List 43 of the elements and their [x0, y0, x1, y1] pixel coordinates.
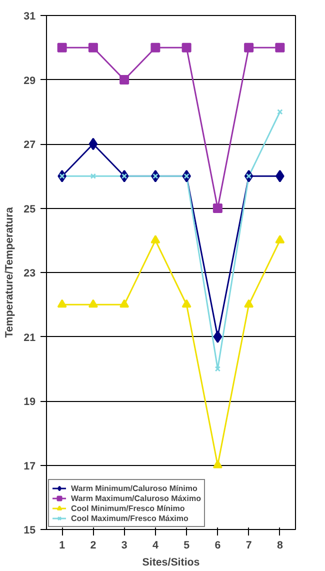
- x-tick-label: 6: [214, 540, 221, 552]
- point: [275, 42, 285, 52]
- point: [88, 138, 98, 150]
- point: [120, 75, 130, 84]
- point: [150, 42, 160, 52]
- y-tick-label: 17: [24, 460, 36, 472]
- point: [120, 299, 130, 308]
- point: [57, 299, 67, 308]
- point: [214, 366, 221, 372]
- point: [57, 42, 67, 52]
- x-tick-label: 5: [184, 540, 190, 552]
- x-tick-label: 7: [246, 540, 252, 552]
- x-tick-label: 4: [152, 540, 158, 552]
- y-axis-title: Temperature/Temperatura: [4, 207, 16, 338]
- point: [88, 299, 98, 308]
- x-tick-label: 3: [121, 540, 128, 552]
- point: [244, 42, 254, 52]
- y-tick-label: 23: [24, 268, 36, 280]
- point: [150, 235, 160, 244]
- point: [182, 42, 192, 52]
- point: [90, 173, 96, 179]
- x-tick-label: 8: [276, 540, 283, 552]
- point: [213, 330, 222, 343]
- x-tick-label: 2: [90, 540, 96, 552]
- point: [88, 42, 98, 52]
- legend-label: Cool Minimum/Fresco Mínimo: [71, 503, 185, 513]
- y-tick-label: 15: [24, 524, 36, 536]
- y-tick-label: 27: [24, 139, 36, 151]
- y-tick-label: 21: [24, 332, 36, 344]
- point: [212, 204, 222, 213]
- x-tick-label: 1: [59, 540, 66, 552]
- y-tick-label: 31: [24, 10, 36, 22]
- point: [244, 299, 254, 308]
- y-tick-label: 29: [24, 74, 36, 87]
- point: [212, 460, 222, 468]
- y-tick-label: 25: [24, 203, 36, 216]
- y-tick-label: 19: [24, 396, 36, 408]
- x-axis-title: Sites/Sitios: [142, 556, 200, 568]
- legend-label: Warm Minimum/Caluroso Mínimo: [71, 483, 198, 493]
- legend-label: Warm Maximum/Caluroso Máximo: [71, 493, 201, 503]
- legend-label: Cool Maximum/Fresco Máximo: [71, 513, 188, 523]
- point: [275, 235, 285, 244]
- point: [182, 299, 192, 308]
